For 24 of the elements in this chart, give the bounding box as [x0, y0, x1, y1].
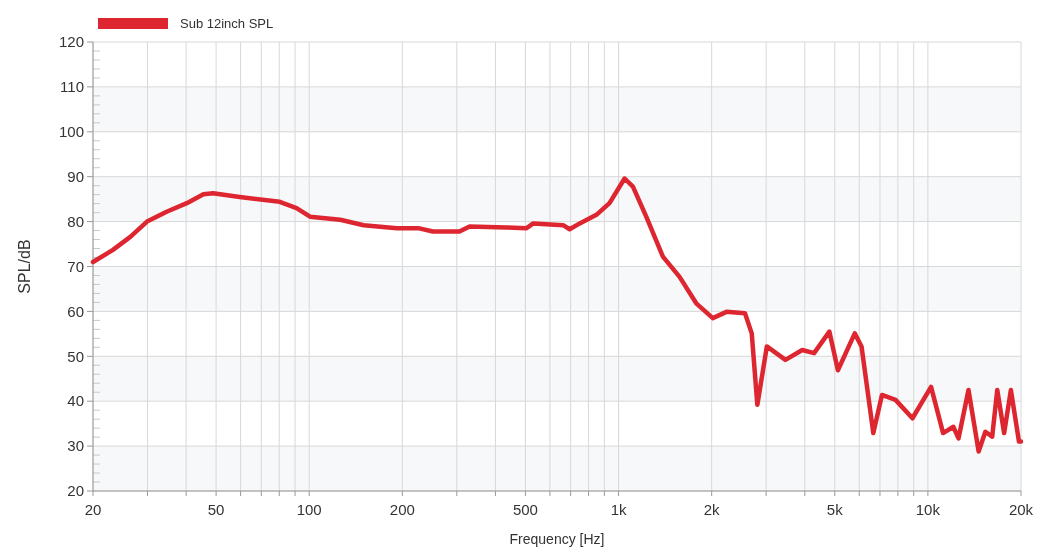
y-tick-label: 20: [67, 482, 84, 500]
y-tick-label: 100: [58, 123, 84, 141]
y-tick-label: 120: [58, 33, 84, 51]
y-tick-label: 60: [67, 302, 84, 320]
y-tick-label: 80: [67, 212, 84, 230]
x-tick-label: 1k: [610, 501, 627, 518]
x-tick-label: 200: [389, 501, 415, 518]
y-tick-label: 50: [67, 347, 84, 365]
x-tick-label: 500: [512, 501, 538, 518]
x-axis-title: Frequency [Hz]: [509, 531, 605, 547]
y-tick-label: 110: [60, 78, 84, 96]
x-tick-label: 20: [84, 501, 102, 518]
x-tick-label: 5k: [826, 501, 844, 518]
text: Sub 12inch SPL: [180, 16, 274, 31]
x-tick-label: 10k: [915, 501, 941, 518]
y-tick-label: 30: [67, 437, 84, 455]
y-axis-title: SPL/dB: [16, 239, 33, 294]
y-tick-label: 40: [67, 392, 84, 410]
x-tick-label: 50: [207, 501, 225, 518]
y-tick-label: 90: [67, 167, 84, 185]
x-tick-label: 20k: [1008, 501, 1034, 518]
x-tick-label: 2k: [703, 501, 721, 518]
x-tick-label: 100: [296, 501, 322, 518]
y-tick-label: 70: [67, 257, 84, 275]
